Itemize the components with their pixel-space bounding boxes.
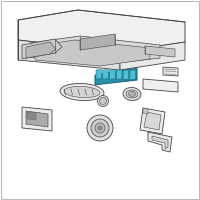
Polygon shape (143, 79, 178, 92)
Circle shape (87, 115, 113, 141)
Polygon shape (26, 111, 48, 127)
Polygon shape (130, 70, 136, 79)
Polygon shape (145, 46, 175, 57)
Polygon shape (18, 10, 185, 52)
Circle shape (98, 126, 102, 130)
Polygon shape (18, 40, 120, 70)
Circle shape (95, 123, 105, 133)
Ellipse shape (123, 87, 141, 101)
Polygon shape (35, 40, 150, 66)
Polygon shape (163, 67, 178, 76)
Polygon shape (22, 39, 62, 59)
Polygon shape (27, 112, 36, 120)
Polygon shape (143, 108, 148, 114)
Polygon shape (140, 108, 165, 134)
Polygon shape (26, 42, 56, 58)
Circle shape (98, 96, 108, 106)
Polygon shape (30, 36, 160, 65)
Polygon shape (120, 42, 185, 70)
Ellipse shape (129, 91, 135, 97)
Polygon shape (103, 70, 108, 79)
Polygon shape (152, 136, 168, 149)
Polygon shape (80, 34, 115, 50)
Polygon shape (110, 70, 115, 79)
Circle shape (91, 119, 109, 137)
Polygon shape (22, 107, 52, 131)
Polygon shape (123, 70, 129, 79)
Ellipse shape (64, 86, 100, 98)
Polygon shape (144, 112, 161, 130)
Circle shape (100, 98, 106, 104)
Polygon shape (148, 132, 172, 152)
Polygon shape (96, 70, 102, 79)
Ellipse shape (60, 83, 104, 101)
Polygon shape (116, 70, 122, 79)
Ellipse shape (126, 90, 138, 98)
Polygon shape (95, 68, 137, 85)
